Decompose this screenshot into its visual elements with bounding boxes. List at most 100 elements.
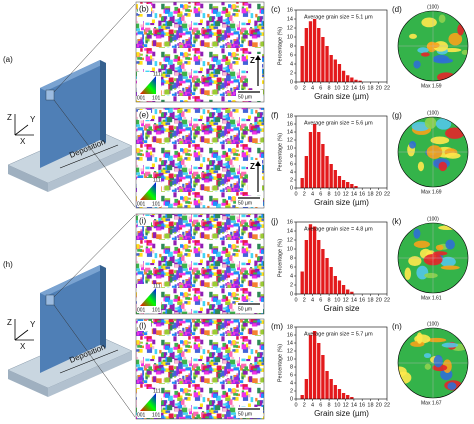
panel-label: (l) <box>139 322 146 331</box>
x-tick-label: 6 <box>319 402 322 408</box>
base-side <box>48 146 132 192</box>
y-tick-label: 6 <box>290 264 293 270</box>
x-tick-label: 14 <box>351 402 357 408</box>
x-tick-label: 10 <box>334 85 340 91</box>
panel-label: (j) <box>271 217 278 226</box>
y-tick-label: 0 <box>290 185 293 191</box>
bar <box>346 182 350 188</box>
x-axis-label: Grain size (µm) <box>314 198 369 207</box>
y-tick-label: 8 <box>290 364 293 370</box>
bar <box>325 46 329 82</box>
blob <box>423 353 432 359</box>
ebsd-map <box>135 107 265 209</box>
bar <box>304 379 309 399</box>
y-tick-label: 6 <box>290 161 293 167</box>
y-tick-label: 12 <box>287 237 293 243</box>
ipf-triangle <box>140 76 156 94</box>
panel-label: (n) <box>392 322 402 331</box>
schematic: Z YX Deposition(a) <box>3 3 136 208</box>
annotation: Average grain size = 4.8 µm <box>304 226 373 232</box>
annotation: Average grain size = 5.1 µm <box>304 14 373 20</box>
y-tick-label: 12 <box>287 25 293 31</box>
arrow-head <box>255 161 261 166</box>
x-tick-label: 12 <box>343 191 349 197</box>
y-tick-label: 18 <box>287 113 293 119</box>
ipf-label: 101 <box>152 412 161 418</box>
ipf-label: 111 <box>153 71 161 77</box>
x-axis-label: Grain size <box>323 304 360 313</box>
bar <box>354 79 358 82</box>
bar <box>337 176 342 188</box>
blob <box>445 239 455 250</box>
ipf-label: 111 <box>153 177 161 183</box>
y-tick-label: 14 <box>287 16 293 22</box>
blob <box>408 256 422 267</box>
y-tick-label: 10 <box>287 246 293 252</box>
blob <box>457 23 465 36</box>
y-tick-label: 8 <box>290 153 293 159</box>
y-tick-label: 4 <box>290 169 293 175</box>
bar <box>329 164 333 188</box>
ipf-triangle <box>140 288 156 306</box>
blob <box>430 136 450 145</box>
panel-label: (g) <box>392 111 402 120</box>
x-axis-label: Grain size (µm) <box>314 92 369 101</box>
panel-label: (e) <box>139 111 149 120</box>
x-tick-label: 16 <box>359 297 365 303</box>
bar <box>325 371 329 399</box>
y-tick-label: 10 <box>287 145 293 151</box>
x-tick-label: 12 <box>343 85 349 91</box>
panel-label: (f) <box>271 111 279 120</box>
bar <box>350 77 354 82</box>
blob <box>438 161 448 172</box>
lead <box>53 214 136 298</box>
panel-label: (m) <box>271 322 283 331</box>
axis-x: X <box>20 137 26 146</box>
x-tick-label: 22 <box>384 297 390 303</box>
bar <box>312 226 317 294</box>
y-tick-label: 8 <box>290 255 293 261</box>
bar <box>304 28 309 82</box>
max-label: Max 1.67 <box>421 400 442 406</box>
panel-label: (h) <box>3 260 13 269</box>
x-tick-label: 10 <box>334 191 340 197</box>
max-label: Max 1.69 <box>421 189 442 195</box>
x-tick-label: 2 <box>303 191 306 197</box>
bar <box>317 343 321 399</box>
x-tick-label: 4 <box>311 85 314 91</box>
axis-label: Z <box>250 162 255 171</box>
bar <box>337 389 342 399</box>
x-axis-label: Grain size (µm) <box>314 409 369 418</box>
annotation: Average grain size = 5.6 µm <box>304 120 373 126</box>
x-tick-label: 0 <box>294 402 297 408</box>
y-tick-label: 2 <box>290 70 293 76</box>
bar <box>308 335 313 399</box>
y-tick-label: 16 <box>287 121 293 127</box>
arrow <box>14 124 29 136</box>
arrow-head <box>255 55 261 60</box>
scale-bg <box>236 90 263 101</box>
blob <box>445 127 465 139</box>
panel-label: (d) <box>392 5 402 14</box>
blob <box>421 17 437 28</box>
bar <box>346 75 350 82</box>
x-tick-label: 10 <box>334 297 340 303</box>
label-bg <box>138 216 151 226</box>
ipf-label: 101 <box>152 307 161 313</box>
y-axis-label: Percentage (%) <box>277 239 283 277</box>
blob <box>404 267 412 280</box>
blob <box>448 32 463 46</box>
blob <box>430 42 440 49</box>
x-tick-label: 14 <box>351 85 357 91</box>
blob <box>409 141 417 149</box>
x-tick-label: 8 <box>328 297 331 303</box>
plane-label: (100) <box>427 4 439 10</box>
bar <box>350 291 354 294</box>
sample <box>45 294 55 306</box>
bar <box>346 395 350 399</box>
label-bg <box>138 4 151 14</box>
plane-label: (100) <box>427 216 439 222</box>
panel-label: (k) <box>392 217 402 226</box>
blob <box>409 33 417 39</box>
